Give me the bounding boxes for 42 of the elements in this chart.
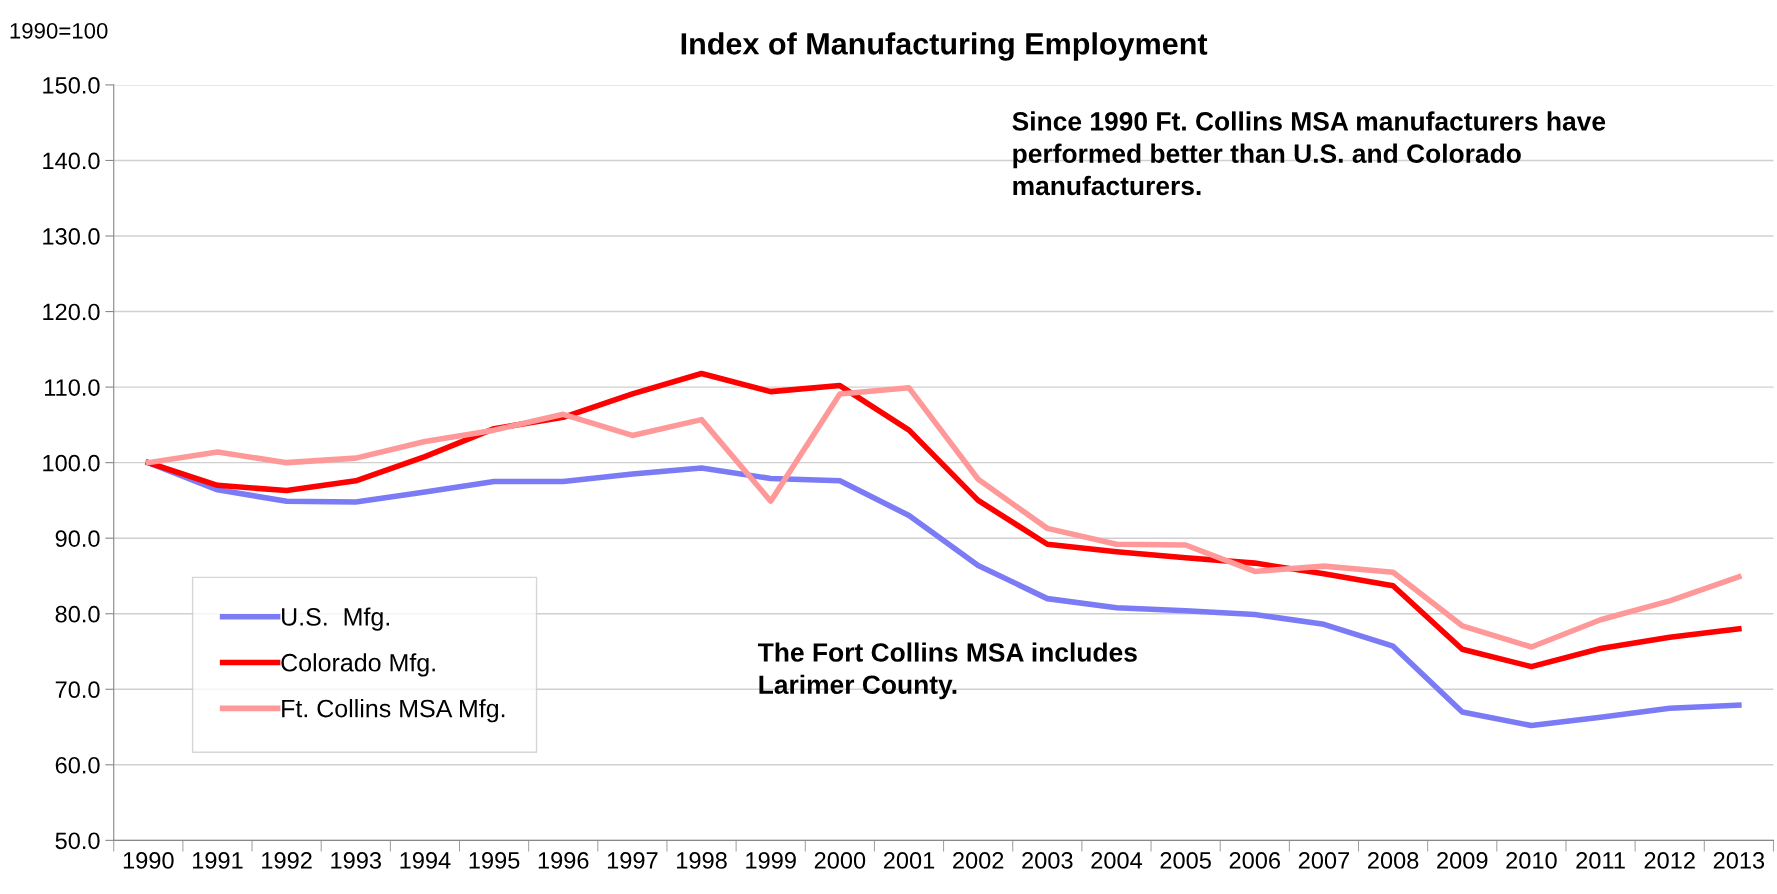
legend-label: Colorado Mfg. xyxy=(281,653,435,677)
x-tick-label: 1997 xyxy=(607,852,658,869)
y-tick-label: 60.0 xyxy=(55,756,100,774)
y-tick-label: 110.0 xyxy=(45,379,100,396)
x-tick-label: 2006 xyxy=(1229,852,1281,869)
y-tick-label: 100.0 xyxy=(43,454,100,472)
x-tick-label: 2010 xyxy=(1506,852,1557,869)
y-tick-label: 140.0 xyxy=(43,152,100,170)
x-tick-label: 1999 xyxy=(746,852,796,869)
y-tick-label: 130.0 xyxy=(43,228,100,245)
legend-label: Ft. Collins MSA Mfg. xyxy=(282,699,505,723)
x-tick-label: 1998 xyxy=(677,852,727,869)
x-tick-label: 1994 xyxy=(400,852,451,869)
chart-title: Index of Manufacturing Employment xyxy=(681,32,1208,61)
x-tick-label: 2007 xyxy=(1298,852,1350,869)
x-tick-label: 2009 xyxy=(1437,852,1488,869)
y-tick-label: 70.0 xyxy=(55,681,100,699)
y-tick-label: 50.0 xyxy=(55,832,100,850)
x-tick-label: 1996 xyxy=(538,852,589,869)
y-tick-label: 80.0 xyxy=(55,605,100,623)
x-tick-label: 2012 xyxy=(1644,852,1695,869)
x-tick-label: 1992 xyxy=(262,852,312,869)
x-tick-label: 1995 xyxy=(469,852,520,869)
x-tick-label: 2005 xyxy=(1160,852,1211,869)
x-tick-label: 1993 xyxy=(331,852,381,869)
annotation: Since 1990 Ft. Collins MSA manufacturers have performed better than U.S. and Colorado manufacturers. xyxy=(1012,111,1606,196)
x-tick-label: 2004 xyxy=(1091,852,1143,869)
annotation: The Fort Collins MSA includes Larimer County. xyxy=(758,642,1137,700)
y-tick-label: 150.0 xyxy=(43,77,100,94)
x-tick-label: 2008 xyxy=(1368,852,1419,869)
legend-label: U.S. Mfg. xyxy=(282,607,389,631)
x-tick-label: 1991 xyxy=(193,852,243,869)
x-tick-label: 1990 xyxy=(123,852,174,869)
text: 1990=100 xyxy=(10,22,108,39)
x-tick-label: 2002 xyxy=(953,852,1004,869)
x-tick-label: 2000 xyxy=(814,852,866,869)
x-tick-label: 2011 xyxy=(1576,852,1625,869)
x-tick-label: 2003 xyxy=(1022,852,1073,869)
y-tick-label: 120.0 xyxy=(43,303,100,321)
y-tick-label: 90.0 xyxy=(55,530,100,547)
x-tick-label: 2013 xyxy=(1713,852,1765,869)
x-tick-label: 2001 xyxy=(883,852,935,869)
